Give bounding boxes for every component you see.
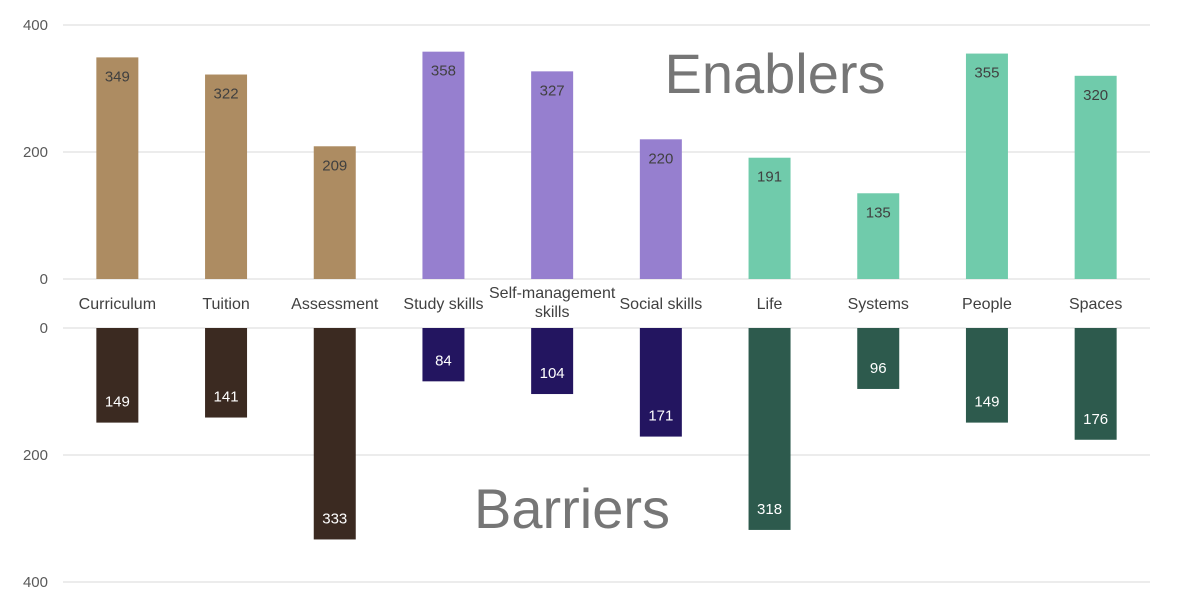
category-label: Curriculum — [79, 296, 156, 313]
barriers-bar — [857, 328, 900, 389]
enablers-bar — [531, 71, 574, 279]
enablers-bar — [313, 146, 356, 279]
enablers-y-tick-label: 0 — [40, 271, 48, 288]
enablers-panel-title: Enablers — [664, 42, 885, 105]
barriers-panel-title: Barriers — [474, 477, 670, 540]
barriers-value-label: 96 — [870, 360, 887, 377]
bars — [96, 51, 1117, 540]
enablers-value-label: 349 — [105, 68, 130, 85]
barriers-value-label: 149 — [105, 394, 130, 411]
enablers-value-label: 135 — [866, 204, 891, 221]
enablers-value-label: 355 — [974, 65, 999, 82]
barriers-bar — [96, 328, 139, 423]
barriers-value-label: 176 — [1083, 411, 1108, 428]
enablers-y-tick-label: 200 — [23, 144, 48, 161]
barriers-bar — [422, 328, 465, 382]
enablers-value-label: 322 — [214, 86, 239, 103]
category-label: People — [962, 296, 1012, 313]
category-label: Life — [757, 296, 783, 313]
barriers-bar — [1074, 328, 1117, 440]
barriers-bar — [639, 328, 682, 437]
barriers-value-label: 171 — [648, 408, 673, 425]
barriers-value-label: 149 — [974, 394, 999, 411]
barriers-value-label: 84 — [435, 352, 452, 369]
category-label: Tuition — [202, 296, 249, 313]
barriers-value-label: 333 — [322, 510, 347, 527]
enablers-bar — [205, 74, 248, 279]
enablers-bar — [1074, 75, 1117, 279]
enablers-value-label: 220 — [648, 150, 673, 167]
barriers-value-label: 318 — [757, 501, 782, 518]
enablers-bar — [96, 57, 139, 280]
enablers-y-tick-label: 400 — [23, 17, 48, 34]
category-label: Social skills — [620, 296, 703, 313]
enablers-bar — [748, 157, 791, 279]
barriers-bar — [965, 328, 1008, 423]
barriers-y-tick-label: 400 — [23, 574, 48, 591]
barriers-value-label: 141 — [214, 389, 239, 406]
enablers-bar — [639, 139, 682, 279]
barriers-y-tick-label: 200 — [23, 447, 48, 464]
category-label: Assessment — [291, 296, 379, 313]
barriers-y-tick-label: 0 — [40, 320, 48, 337]
barriers-bar — [531, 328, 574, 395]
enablers-value-label: 209 — [322, 157, 347, 174]
enablers-value-label: 191 — [757, 169, 782, 186]
barriers-value-label: 104 — [540, 365, 565, 382]
labels: 0 200 400 0 200 400 349 149 Curriculum 322 141 Tuit… — [23, 17, 1122, 591]
enablers-bar — [965, 53, 1008, 280]
enablers-value-label: 327 — [540, 82, 565, 99]
barriers-bar — [205, 328, 248, 418]
category-label: Systems — [848, 296, 909, 313]
category-label: Study skills — [403, 296, 483, 313]
barriers-bar — [748, 328, 791, 530]
enablers-bar — [422, 51, 465, 279]
enablers-value-label: 320 — [1083, 87, 1108, 104]
enablers-value-label: 358 — [431, 63, 456, 80]
category-label: Self-management skills — [489, 285, 616, 321]
enablers-bar — [857, 193, 900, 279]
category-label: Spaces — [1069, 296, 1122, 313]
barriers-bar — [313, 328, 356, 540]
